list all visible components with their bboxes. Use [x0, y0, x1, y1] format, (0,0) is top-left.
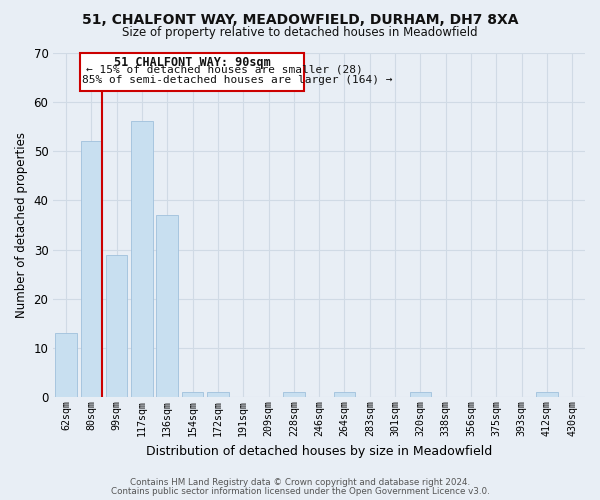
- Text: Contains public sector information licensed under the Open Government Licence v3: Contains public sector information licen…: [110, 487, 490, 496]
- Text: 51, CHALFONT WAY, MEADOWFIELD, DURHAM, DH7 8XA: 51, CHALFONT WAY, MEADOWFIELD, DURHAM, D…: [82, 12, 518, 26]
- Text: ← 15% of detached houses are smaller (28): ← 15% of detached houses are smaller (28…: [86, 65, 363, 75]
- Bar: [283, 392, 305, 398]
- Text: Contains HM Land Registry data © Crown copyright and database right 2024.: Contains HM Land Registry data © Crown c…: [130, 478, 470, 487]
- Bar: [106, 254, 127, 398]
- X-axis label: Distribution of detached houses by size in Meadowfield: Distribution of detached houses by size …: [146, 444, 492, 458]
- FancyBboxPatch shape: [80, 52, 304, 91]
- Bar: [131, 122, 152, 398]
- Text: Size of property relative to detached houses in Meadowfield: Size of property relative to detached ho…: [122, 26, 478, 39]
- Bar: [334, 392, 355, 398]
- Bar: [55, 334, 77, 398]
- Bar: [157, 215, 178, 398]
- Bar: [536, 392, 558, 398]
- Bar: [410, 392, 431, 398]
- Y-axis label: Number of detached properties: Number of detached properties: [15, 132, 28, 318]
- Bar: [182, 392, 203, 398]
- Bar: [207, 392, 229, 398]
- Text: 85% of semi-detached houses are larger (164) →: 85% of semi-detached houses are larger (…: [82, 74, 393, 85]
- Bar: [80, 141, 102, 398]
- Text: 51 CHALFONT WAY: 90sqm: 51 CHALFONT WAY: 90sqm: [113, 56, 270, 70]
